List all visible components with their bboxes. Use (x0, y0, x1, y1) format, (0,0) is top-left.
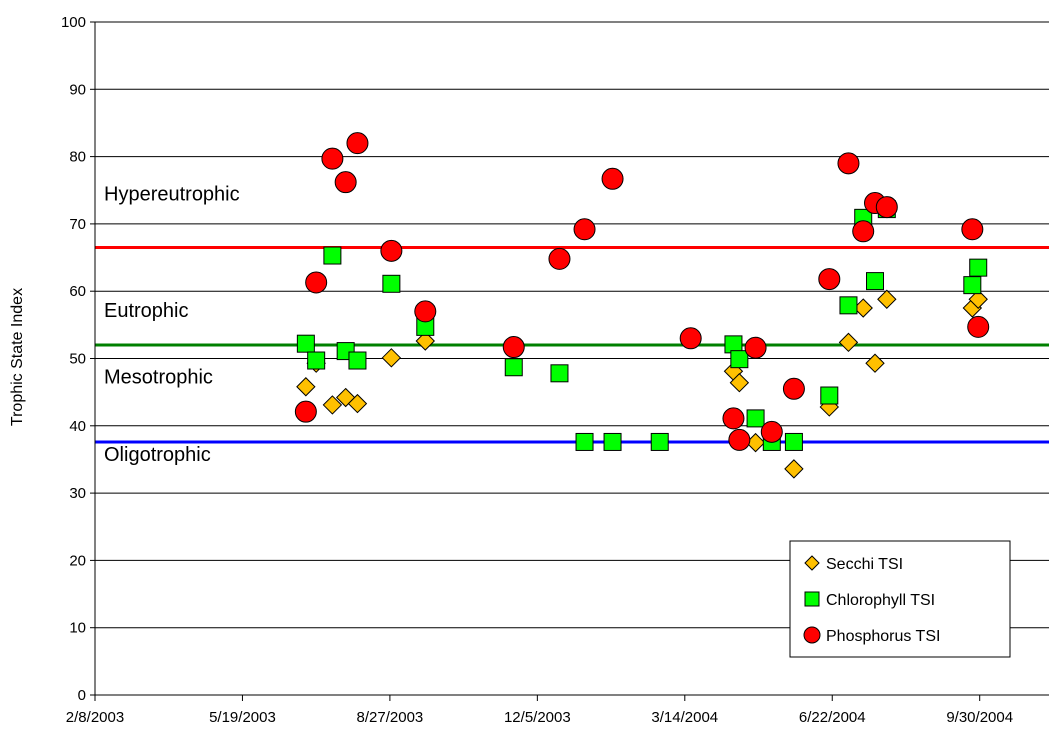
y-tick-label: 0 (78, 687, 86, 704)
square-point (963, 276, 982, 295)
square-point (348, 351, 367, 370)
y-tick-label: 20 (69, 552, 86, 569)
circle-point (967, 315, 990, 338)
circle-point (414, 300, 437, 323)
square-point (866, 272, 885, 291)
diamond-point (322, 395, 343, 415)
y-axis-title: Trophic State Index (9, 288, 26, 426)
diamond-point (415, 331, 435, 351)
diamond-point (865, 353, 885, 373)
x-tick-label: 12/5/2003 (504, 709, 571, 726)
circle-point (573, 218, 596, 241)
x-tick-label: 9/30/2004 (946, 709, 1013, 726)
data-points (294, 132, 990, 479)
zone-label: Mesotrophic (104, 366, 213, 388)
diamond-point (968, 289, 988, 309)
x-tick-label: 3/14/2004 (651, 709, 718, 726)
square-point (820, 386, 839, 405)
square-point (504, 358, 523, 377)
circle-point (875, 196, 898, 219)
legend-box (789, 540, 1011, 658)
circle-point (818, 268, 841, 291)
y-tick-label: 80 (69, 149, 86, 166)
trophic-zone-labels: Hypereutrophic Eutrophic Mesotrophic Oligot… (104, 183, 240, 465)
circle-point (961, 218, 984, 241)
y-tick-label: 30 (69, 485, 86, 502)
square-point (746, 409, 765, 428)
square-point (969, 258, 988, 277)
phosphorus-series (294, 132, 990, 451)
legend-marker (803, 626, 821, 644)
diamond-point (381, 348, 402, 368)
diamond-point (838, 332, 859, 353)
square-point (784, 432, 803, 451)
circle-point (346, 132, 369, 155)
circle-point (744, 336, 767, 359)
square-point (550, 364, 569, 383)
diamond-point (296, 377, 316, 397)
square-point (382, 274, 401, 293)
y-tick-label: 40 (69, 418, 86, 435)
square-point (650, 432, 669, 451)
y-tick-label: 60 (69, 283, 86, 300)
legend-marker (804, 591, 820, 607)
zone-label: Oligotrophic (104, 444, 211, 466)
zone-label: Eutrophic (104, 300, 189, 322)
x-tick-label: 6/22/2004 (799, 709, 866, 726)
axes: 0 10 20 30 40 50 60 70 80 90 100 2/8/2003 5/19/2003 8… (61, 14, 1049, 726)
circle-point (852, 220, 875, 243)
circle-point (837, 152, 860, 175)
x-tick-label: 8/27/2003 (357, 709, 424, 726)
circle-point (728, 428, 751, 451)
legend-label: Secchi TSI (826, 556, 903, 573)
square-point (323, 246, 342, 265)
gridlines (95, 21, 1049, 629)
square-point (307, 351, 326, 370)
circle-point (380, 239, 403, 262)
legend-label: Phosphorus TSI (826, 628, 940, 645)
square-point (575, 432, 594, 451)
x-tick-label: 2/8/2003 (66, 709, 124, 726)
circle-point (679, 327, 702, 350)
circle-point (502, 336, 525, 359)
circle-point (760, 420, 783, 443)
y-tick-label: 50 (69, 351, 86, 368)
square-point (730, 350, 749, 369)
x-tick-label: 5/19/2003 (209, 709, 276, 726)
square-point (839, 296, 858, 315)
circle-point (782, 377, 805, 400)
legend: Secchi TSI Chlorophyll TSI Phosphorus TSI (789, 540, 1011, 658)
square-point (296, 334, 315, 353)
circle-point (548, 247, 571, 270)
square-point (603, 432, 622, 451)
y-tick-label: 70 (69, 216, 86, 233)
circle-point (321, 147, 344, 170)
circle-point (305, 271, 328, 294)
y-tick-label: 90 (69, 81, 86, 98)
circle-point (294, 400, 317, 423)
legend-marker (804, 555, 820, 571)
trophic-thresholds (95, 245, 1049, 444)
circle-point (334, 171, 357, 194)
diamond-point (729, 373, 750, 393)
legend-label: Chlorophyll TSI (826, 592, 935, 609)
diamond-point (877, 289, 897, 309)
diamond-point (784, 459, 804, 479)
circle-point (722, 407, 745, 430)
circle-point (601, 167, 624, 190)
diamond-point (347, 393, 368, 414)
zone-label: Hypereutrophic (104, 183, 240, 205)
y-tick-label: 10 (69, 620, 86, 637)
y-tick-label: 100 (61, 14, 86, 31)
